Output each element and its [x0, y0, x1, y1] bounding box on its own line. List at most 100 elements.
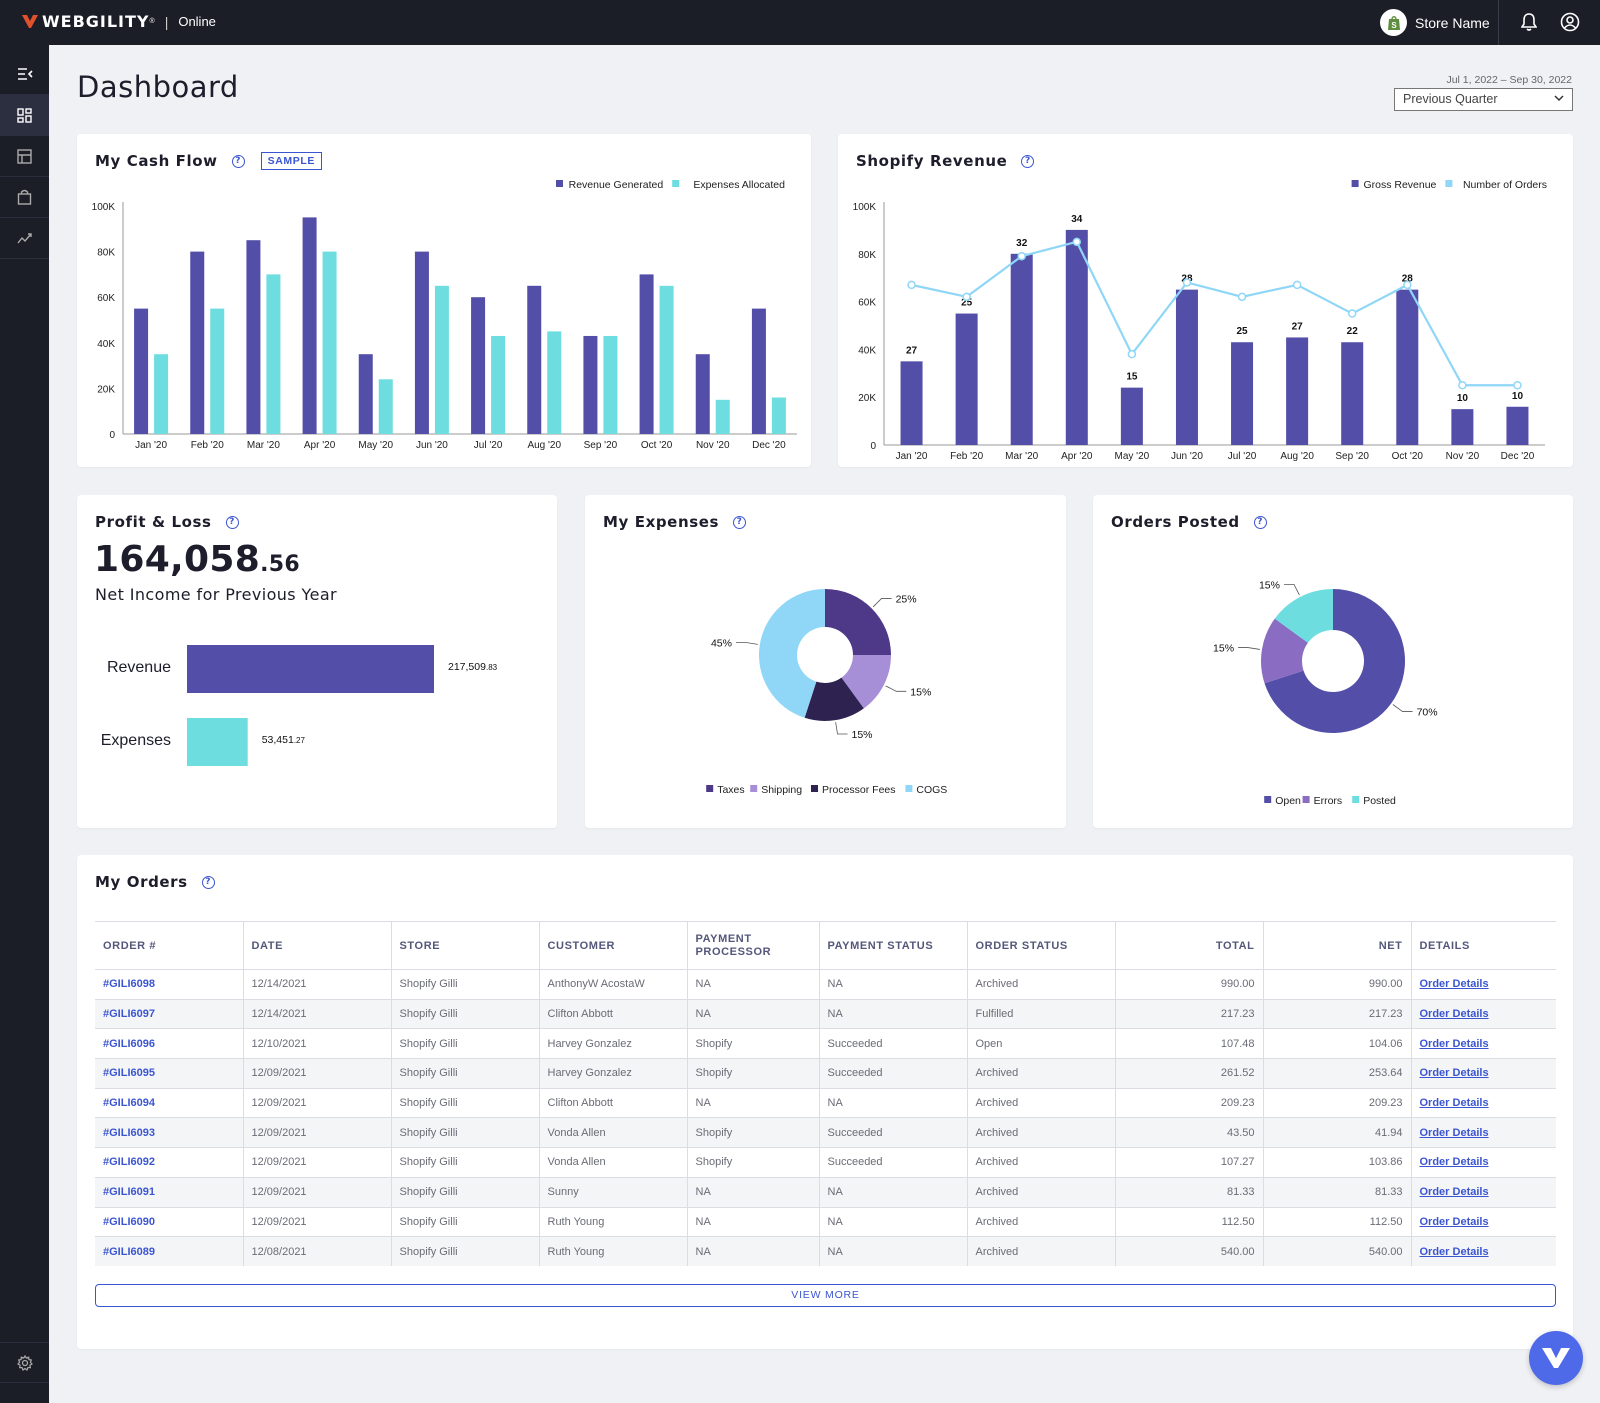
table-row[interactable]: #GILI6089 12/08/2021 Shopify Gilli Ruth You…: [95, 1236, 1556, 1267]
cell-order[interactable]: #GILI6096: [95, 1028, 244, 1059]
bar-expenses-allocated: [491, 335, 506, 434]
table-row[interactable]: #GILI6097 12/14/2021 Shopify Gilli Clifton …: [95, 998, 1556, 1029]
slice-leader-line: [835, 722, 848, 735]
line-point: [1017, 251, 1026, 261]
cell-order[interactable]: #GILI6092: [95, 1147, 244, 1178]
order-details-link[interactable]: Order Details: [1419, 1245, 1489, 1258]
line-point: [1458, 381, 1467, 390]
cell-order[interactable]: #GILI6095: [95, 1058, 244, 1089]
logo[interactable]: WEBGILITY ® | Online: [22, 12, 216, 31]
cell-details[interactable]: Order Details: [1411, 1117, 1556, 1148]
order-details-link[interactable]: Order Details: [1419, 1126, 1489, 1139]
cell-order[interactable]: #GILI6091: [95, 1176, 244, 1207]
y-tick-label: 60K: [858, 298, 876, 309]
webgility-assistant-button[interactable]: [1529, 1331, 1583, 1385]
column-header-total[interactable]: TOTAL: [1115, 921, 1264, 970]
help-icon[interactable]: ?: [1253, 515, 1267, 529]
column-header-net[interactable]: NET: [1263, 921, 1412, 970]
line-point: [1292, 280, 1302, 290]
bell-icon[interactable]: [1520, 13, 1538, 36]
help-icon[interactable]: ?: [1021, 154, 1035, 168]
bar-data-label: 25: [1236, 326, 1248, 337]
ledger-icon[interactable]: [0, 136, 49, 177]
help-icon[interactable]: ?: [733, 515, 747, 529]
help-icon[interactable]: ?: [231, 154, 245, 168]
column-header-order-status[interactable]: ORDER STATUS: [967, 921, 1116, 970]
cell-order[interactable]: #GILI6093: [95, 1117, 244, 1148]
table-row[interactable]: #GILI6096 12/10/2021 Shopify Gilli Harvey G…: [95, 1028, 1556, 1059]
bar-data-label: 34: [1071, 214, 1083, 225]
collapse-menu-icon[interactable]: [0, 54, 49, 95]
cell-order[interactable]: #GILI6089: [95, 1236, 244, 1267]
table-row[interactable]: #GILI6095 12/09/2021 Shopify Gilli Harvey G…: [95, 1058, 1556, 1089]
column-header-store[interactable]: STORE: [391, 921, 540, 970]
pl-value-cents: .27: [294, 736, 306, 745]
slice-open: [1264, 589, 1405, 733]
cell-details[interactable]: Order Details: [1411, 1028, 1556, 1059]
dashboard-icon[interactable]: [0, 95, 49, 136]
help-icon[interactable]: ?: [201, 875, 215, 889]
order-details-link[interactable]: Order Details: [1419, 1186, 1489, 1199]
cell-details[interactable]: Order Details: [1411, 969, 1556, 1000]
order-details-link[interactable]: Order Details: [1419, 1156, 1489, 1169]
cell-details[interactable]: Order Details: [1411, 1176, 1556, 1207]
table-row[interactable]: #GILI6090 12/09/2021 Shopify Gilli Ruth You…: [95, 1206, 1556, 1237]
column-header-details[interactable]: DETAILS: [1411, 921, 1556, 970]
cell-order[interactable]: #GILI6094: [95, 1087, 244, 1118]
period-select[interactable]: Previous Quarter: [1394, 88, 1573, 111]
user-icon[interactable]: [1560, 12, 1580, 37]
cell-order[interactable]: #GILI6090: [95, 1206, 244, 1237]
cell-order[interactable]: #GILI6098: [95, 969, 244, 1000]
legend-swatch: [1302, 796, 1310, 803]
bag-icon[interactable]: [0, 177, 49, 218]
order-details-link[interactable]: Order Details: [1419, 1008, 1489, 1021]
table-row[interactable]: #GILI6093 12/09/2021 Shopify Gilli Vonda Al…: [95, 1117, 1556, 1148]
orders-posted-chart: 70% 15% 15% Open Errors Posted: [1213, 579, 1438, 807]
x-tick-label: Apr '20: [304, 440, 336, 451]
order-details-link[interactable]: Order Details: [1419, 1097, 1489, 1110]
brand-name: WEBGILITY: [42, 12, 150, 31]
pl-category-label: Revenue: [107, 659, 171, 676]
cell-details[interactable]: Order Details: [1411, 1087, 1556, 1118]
column-header-order[interactable]: ORDER #: [95, 921, 244, 970]
table-row[interactable]: #GILI6094 12/09/2021 Shopify Gilli Clifton …: [95, 1087, 1556, 1118]
line-point: [1237, 292, 1247, 302]
view-more-button[interactable]: VIEW MORE: [95, 1284, 1556, 1307]
net-income-amount: 164,058.56: [94, 539, 300, 580]
order-details-link[interactable]: Order Details: [1419, 1067, 1489, 1080]
y-tick-label: 40K: [858, 345, 876, 356]
table-row[interactable]: #GILI6092 12/09/2021 Shopify Gilli Vonda Al…: [95, 1147, 1556, 1178]
pl-value-label: 53,451.27: [262, 734, 306, 746]
cell-order[interactable]: #GILI6097: [95, 998, 244, 1029]
y-tick-label: 0: [109, 430, 115, 441]
bar-data-label: 32: [1016, 238, 1028, 249]
legend-swatch: [1351, 180, 1359, 187]
table-row[interactable]: #GILI6091 12/09/2021 Shopify Gilli Sunny NA N…: [95, 1176, 1556, 1207]
cell-details[interactable]: Order Details: [1411, 1058, 1556, 1089]
webgility-logo-icon: [22, 14, 38, 28]
bar-revenue-generated: [414, 251, 429, 434]
cell-customer: Harvey Gonzalez: [539, 1028, 688, 1059]
orders-posted-card: Orders Posted ? 70% 15% 15% Open Errors Poste…: [1093, 495, 1573, 828]
cell-order-status: Archived: [967, 1058, 1116, 1089]
cell-details[interactable]: Order Details: [1411, 1147, 1556, 1178]
order-details-link[interactable]: Order Details: [1419, 1037, 1489, 1050]
column-header-date[interactable]: DATE: [243, 921, 392, 970]
help-icon[interactable]: ?: [225, 515, 239, 529]
cell-total: 209.23: [1115, 1087, 1264, 1118]
gear-icon[interactable]: [0, 1342, 49, 1383]
cell-details[interactable]: Order Details: [1411, 998, 1556, 1029]
line-point: [1403, 280, 1412, 290]
trend-icon[interactable]: [0, 218, 49, 259]
order-details-link[interactable]: Order Details: [1419, 1215, 1489, 1228]
cell-customer: Harvey Gonzalez: [539, 1058, 688, 1089]
cell-details[interactable]: Order Details: [1411, 1206, 1556, 1237]
table-row[interactable]: #GILI6098 12/14/2021 Shopify Gilli AnthonyW…: [95, 969, 1556, 1000]
table-body: #GILI6098 12/14/2021 Shopify Gilli AnthonyW…: [95, 969, 1556, 1267]
order-details-link[interactable]: Order Details: [1419, 978, 1489, 991]
cell-details[interactable]: Order Details: [1411, 1236, 1556, 1267]
column-header-payment-processor[interactable]: PAYMENT PROCESSOR: [687, 921, 820, 970]
store-switcher[interactable]: S Store Name: [1380, 9, 1490, 36]
column-header-customer[interactable]: CUSTOMER: [539, 921, 688, 970]
column-header-payment-status[interactable]: PAYMENT STATUS: [819, 921, 968, 970]
